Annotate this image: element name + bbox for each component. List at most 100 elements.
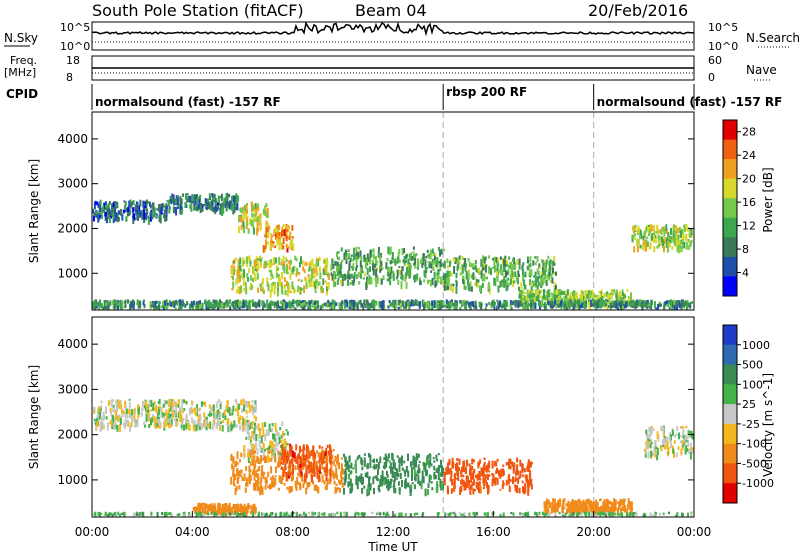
echo-cell [469,469,472,475]
echo-cell [534,261,537,266]
echo-cell [223,413,226,416]
echo-cell [411,474,413,481]
echo-cell [170,418,173,426]
echo-cell [281,430,284,437]
echo-cell [230,476,233,485]
colorbar-swatch [723,139,737,160]
echo-cell [248,421,251,426]
echo-cell [356,264,358,268]
echo-cell [199,422,202,427]
echo-cell [235,290,238,294]
echo-cell [160,212,163,215]
echo-cell [577,498,580,504]
echo-cell [416,455,419,460]
echo-cell [591,502,593,509]
echo-cell [405,301,408,309]
echo-cell [184,201,187,208]
echo-cell [272,241,275,244]
echo-cell [449,285,452,291]
echo-cell [501,303,504,308]
echo-cell [261,465,264,472]
echo-cell [226,508,228,515]
echo-cell [248,401,251,408]
echo-cell [313,461,315,464]
echo-cell [581,293,583,300]
echo-cell [95,423,98,430]
echo-cell [141,212,144,218]
echo-cell [260,256,263,260]
echo-cell [341,463,343,469]
echo-cell [278,246,281,251]
echo-cell [551,507,554,512]
echo-cell [201,402,204,405]
echo-cell [282,448,285,454]
echo-cell [467,272,470,280]
echo-cell [452,257,455,261]
echo-cell [266,211,269,219]
echo-cell [113,303,116,310]
echo-cell [289,472,292,478]
echo-cell [469,281,472,286]
echo-cell [323,302,326,306]
echo-cell [375,255,377,263]
echo-cell [338,271,341,279]
echo-cell [690,228,693,236]
echo-cell [261,456,264,461]
echo-cell [471,482,474,487]
echo-cell [239,300,242,308]
echo-cell [435,264,438,267]
echo-cell [245,409,248,415]
echo-cell [329,444,331,451]
echo-cell [347,464,350,473]
echo-cell [503,276,506,284]
echo-cell [575,501,578,509]
echo-cell [259,258,262,263]
echo-cell [261,422,264,430]
echo-cell [360,473,363,481]
echo-cell [265,239,267,247]
echo-cell [455,272,458,279]
echo-cell [461,256,464,259]
echo-cell [243,225,246,234]
echo-cell [338,267,341,275]
echo-cell [312,445,315,453]
echo-cell [306,464,309,470]
echo-cell [528,303,531,307]
echo-cell [347,249,350,252]
echo-cell [473,459,475,463]
echo-cell [93,418,96,422]
echo-cell [276,443,279,448]
echo-cell [309,468,312,471]
echo-cell [666,303,669,307]
echo-cell [271,275,274,279]
echo-cell [536,255,539,263]
echo-cell [327,450,330,456]
echo-cell [300,474,303,477]
echo-cell [269,278,272,281]
echo-cell [224,415,227,420]
echo-cell [237,299,239,306]
echo-cell [291,450,294,458]
echo-cell [141,408,144,412]
echo-cell [223,302,226,305]
echo-cell [243,210,246,218]
echo-cell [450,302,453,309]
power-frame [91,111,695,311]
echo-cell [366,262,369,266]
echo-cell [99,424,102,433]
echo-cell [240,504,243,507]
echo-cell [345,256,348,260]
echo-cell [247,504,249,509]
echo-cell [437,453,440,456]
echo-cell [332,448,335,452]
echo-cell [306,482,309,487]
echo-cell [318,470,321,474]
echo-cell [168,408,171,414]
echo-cell [380,478,383,486]
echo-cell [386,474,389,478]
echo-cell [111,414,114,421]
echo-cell [299,486,302,491]
echo-cell [214,203,217,207]
echo-cell [377,461,380,470]
